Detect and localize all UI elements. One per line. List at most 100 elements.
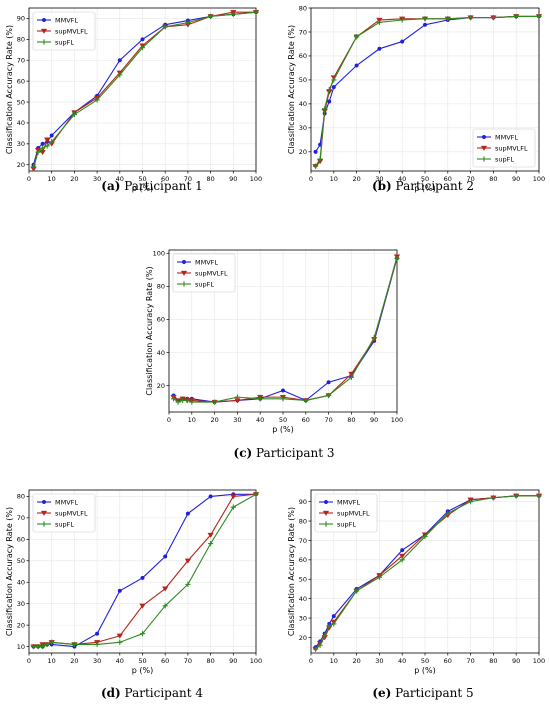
data-point [513,493,519,499]
data-point [185,20,191,26]
x-tick-label: 20 [210,416,218,424]
x-tick-label: 70 [466,175,474,183]
legend-marker [40,510,48,516]
data-point [257,396,263,402]
y-axis-label: Classification Accuracy Rate (%) [287,507,296,636]
x-tick-label: 50 [138,657,146,665]
y-tick-label: 80 [157,283,165,291]
data-point [185,511,190,516]
data-point [139,603,146,609]
legend-marker [180,270,188,276]
data-point [208,494,213,499]
x-tick-label: 80 [489,657,497,665]
data-point [371,335,377,341]
x-tick-label: 20 [70,657,78,665]
data-point [208,541,214,547]
x-tick-label: 60 [161,175,169,183]
data-point [354,63,359,68]
data-point [230,11,236,17]
y-tick-label: 20 [17,161,25,169]
y-tick-label: 70 [299,28,307,36]
data-point [163,554,168,559]
data-point [303,397,309,404]
legend-entry: supMVLFL [195,269,228,277]
data-point [40,643,46,650]
legend-marker [181,281,187,287]
y-tick-label: 50 [17,557,25,565]
data-point [170,396,177,402]
y-tick-label: 50 [299,576,307,584]
data-point [180,397,186,404]
x-axis-label: p (%) [414,184,435,193]
legend-entry: supFL [195,280,214,288]
y-axis-label: Classification Accuracy Rate (%) [5,507,14,636]
x-tick-label: 10 [330,175,338,183]
y-tick-label: 60 [157,316,165,324]
data-point [140,37,145,42]
data-point [184,397,190,404]
data-point [280,396,286,402]
data-point [313,149,318,154]
data-point [234,394,240,400]
data-point [312,163,319,169]
panel-caption: (e) Participant 5 [372,686,473,700]
data-point [326,380,331,385]
data-point [422,22,428,27]
data-point [40,145,46,151]
data-point [44,641,50,648]
legend-marker [481,134,487,140]
y-tick-label: 40 [17,119,25,127]
x-tick-label: 100 [533,657,545,665]
legend-entry: supMVLFL [55,509,88,517]
data-point [40,141,45,146]
data-point [208,13,214,19]
y-tick-label: 70 [299,537,307,545]
chart-panel-2: 0 10 20 30 40 50 60 70 80 90 100 20 30 40 50 60 70 80 p (%… [287,4,545,193]
data-point [49,139,55,145]
panel-caption: (b) Participant 2 [372,179,474,193]
legend-marker [40,28,48,34]
chart-panel-4: 0 10 20 30 40 50 60 70 80 90 1001020304050607080p … [5,489,262,700]
data-point [326,623,332,629]
x-tick-label: 50 [138,175,146,183]
data-point [354,34,360,40]
series-supFL [312,13,542,169]
y-tick-label: 80 [299,4,307,12]
data-point [140,575,145,580]
y-tick-label: 90 [17,15,25,23]
data-point [44,143,50,149]
x-tick-label: 20 [352,657,360,665]
x-tick-label: 30 [93,657,101,665]
data-point [468,14,474,21]
legend-marker [41,521,47,527]
data-point [490,495,496,501]
data-point [212,399,218,405]
data-point [49,133,54,138]
y-tick-label: 80 [299,517,307,525]
series-supFL [30,9,259,170]
panel-caption: (c) Participant 3 [234,446,335,460]
x-tick-label: 0 [309,175,313,183]
data-point [422,533,428,540]
data-point [43,137,51,143]
y-tick-label: 20 [17,621,25,629]
data-point [312,646,319,652]
legend-box [172,253,236,293]
legend-marker [481,156,487,162]
x-axis-label: p (%) [132,184,153,193]
legend: MMVFL supMVLFL supFL [314,493,378,533]
data-point [536,493,542,499]
series-supFL [312,493,542,652]
data-point [400,548,405,553]
data-point [207,532,214,538]
x-tick-label: 80 [206,657,214,665]
x-tick-label: 10 [48,175,56,183]
y-tick-label: 100 [153,250,165,258]
x-tick-label: 90 [229,657,237,665]
x-tick-label: 90 [512,175,520,183]
chart-panel-5: 0 10 20 30 40 50 60 70 80 90 100 20 30 40 50 60 70 80 90 p … [287,489,545,700]
data-point [331,85,336,90]
x-tick-label: 70 [466,657,474,665]
x-tick-label: 10 [330,657,338,665]
